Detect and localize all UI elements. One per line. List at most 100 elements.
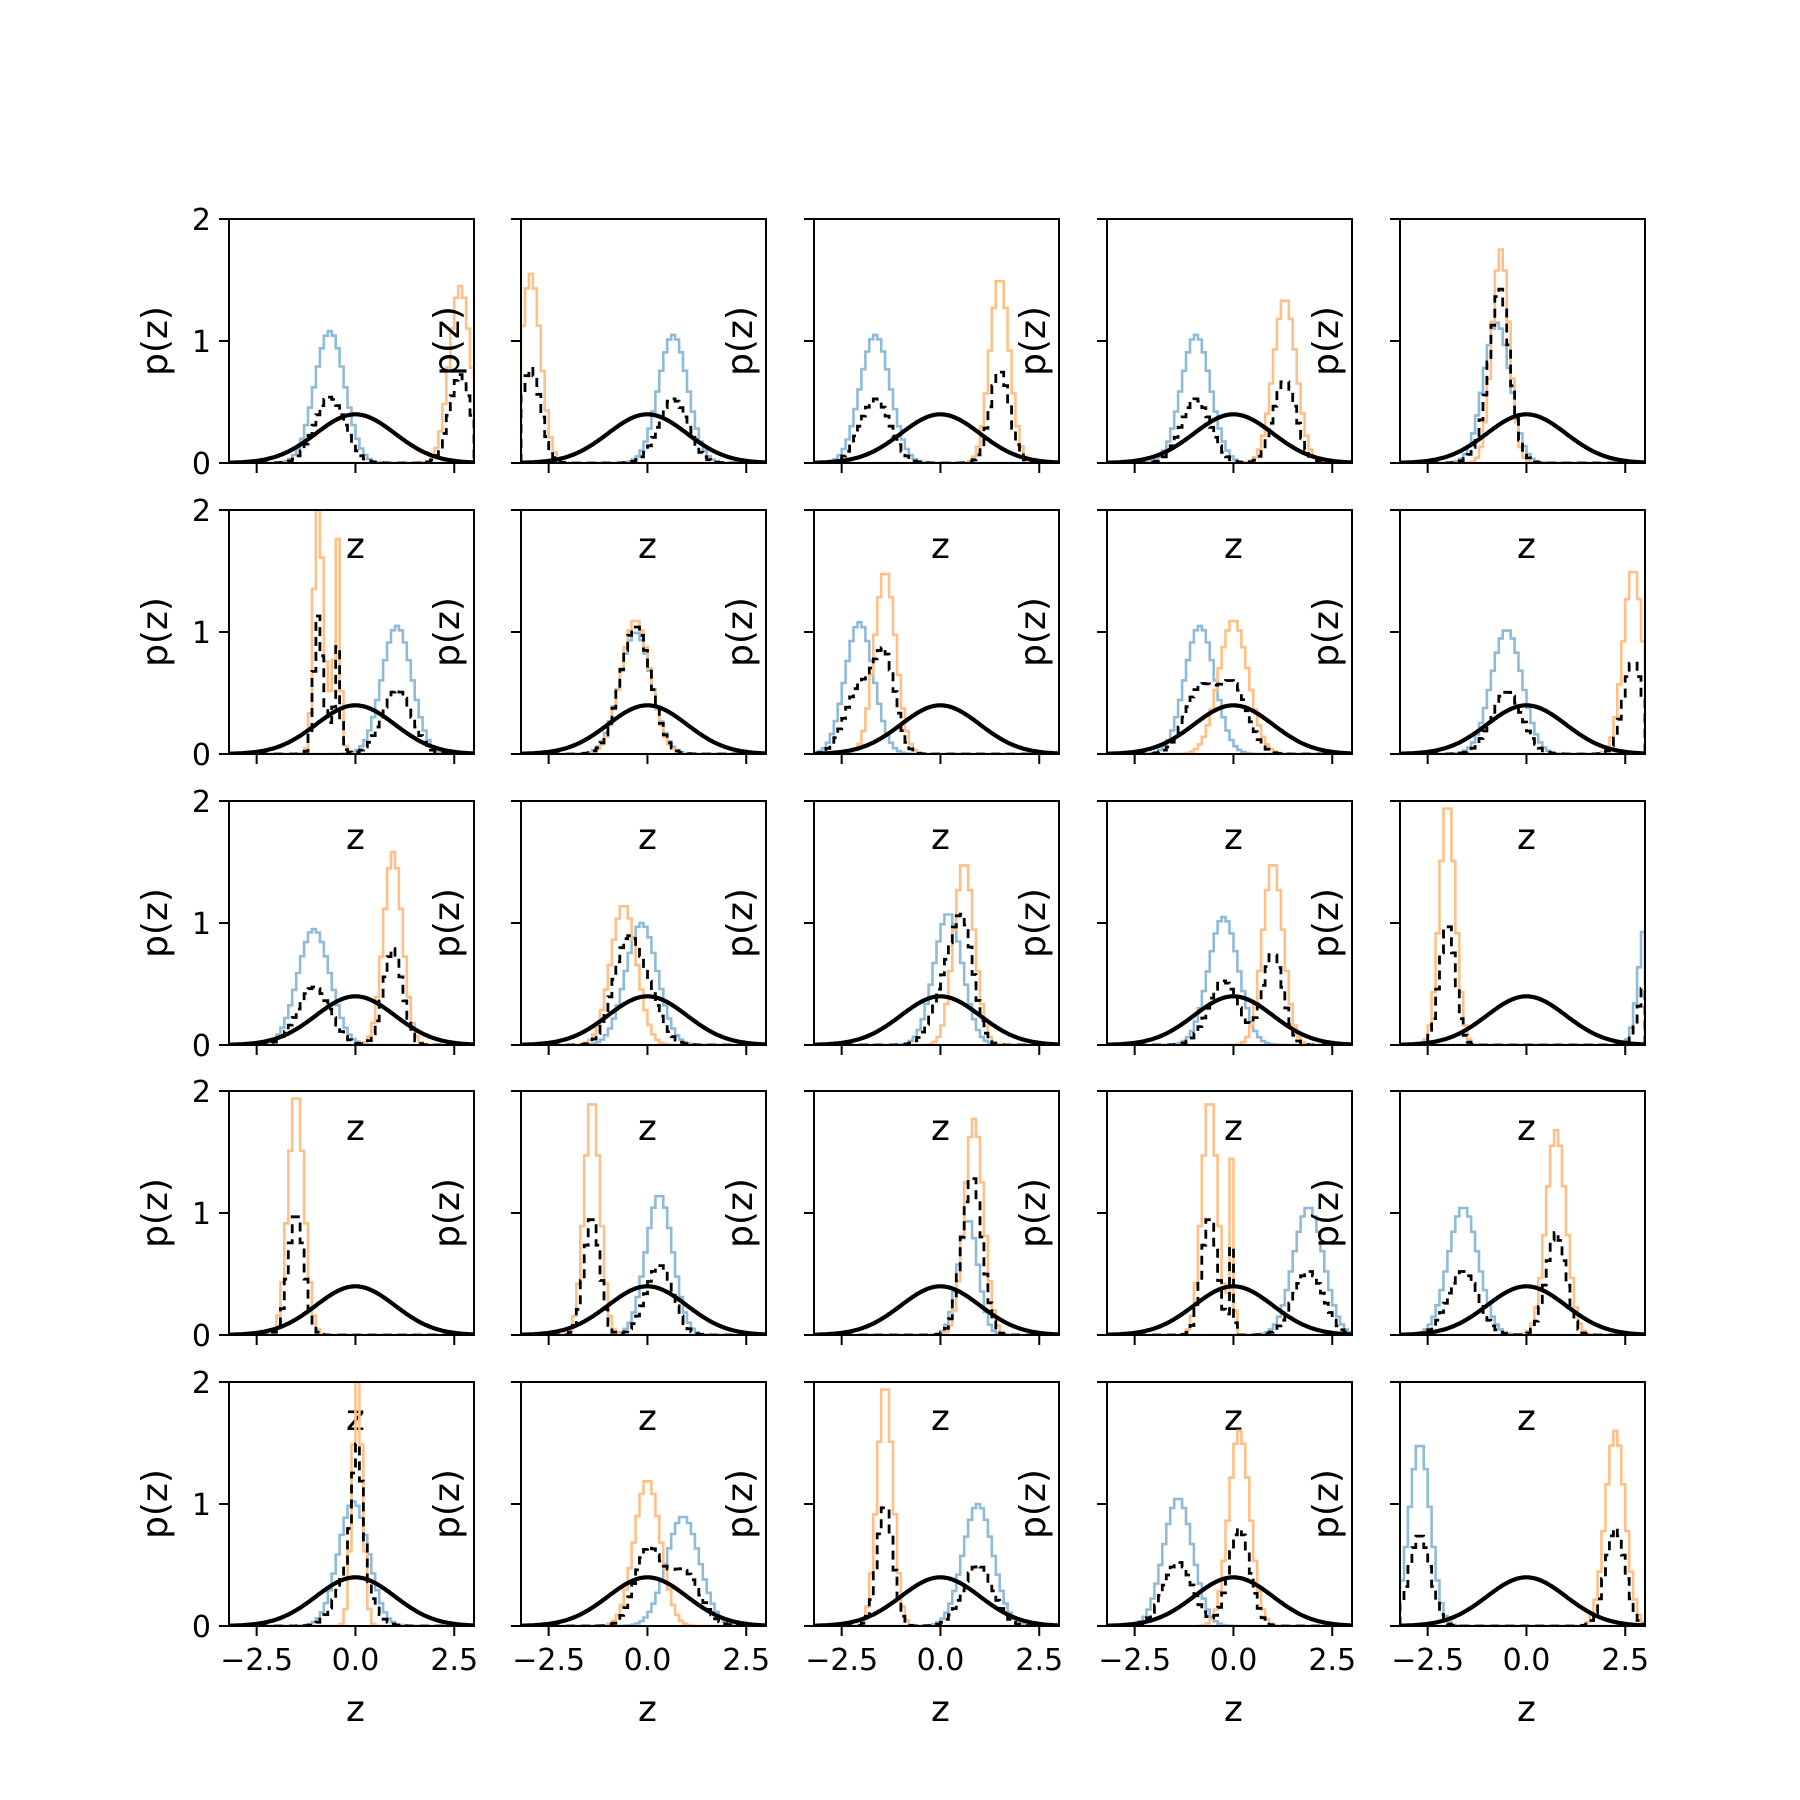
mixture-histogram-dashed (1400, 1231, 1645, 1335)
axes-frame (813, 509, 1060, 755)
x-axis-label: z (1517, 1108, 1536, 1149)
y-axis-label: p(z) (135, 306, 176, 376)
y-tick-label: 1 (192, 325, 211, 360)
y-axis-label: p(z) (427, 597, 468, 667)
y-tick-label: 2 (192, 1075, 211, 1110)
standard-normal-curve (229, 412, 474, 463)
plot-area (1107, 1429, 1352, 1626)
axes-frame (228, 509, 475, 755)
axes-frame (1106, 800, 1353, 1046)
orange-histogram (1107, 1103, 1352, 1335)
panel-4-2: z p(z) (427, 1090, 767, 1439)
orange-histogram (1400, 1429, 1645, 1626)
blue-histogram (1400, 1444, 1645, 1626)
panel-1-2: z p(z) (427, 218, 767, 567)
y-axis-label: p(z) (1013, 1178, 1054, 1248)
x-axis-label: z (931, 1398, 950, 1439)
blue-histogram (814, 333, 1059, 463)
orange-histogram (1400, 248, 1645, 463)
axes-frame (813, 1090, 1060, 1336)
x-tick-label: −2.5 (220, 1643, 293, 1678)
x-tick-label: 0.0 (332, 1643, 380, 1678)
plot-area (521, 1480, 766, 1626)
blue-histogram (814, 1502, 1059, 1626)
standard-normal-curve (1107, 994, 1352, 1045)
standard-normal-curve (229, 703, 474, 754)
mixture-histogram-dashed (814, 646, 1059, 754)
panel-5-5: −2.5 0.0 2.5 z p(z) (1306, 1381, 1649, 1730)
panel-4-3: z p(z) (720, 1090, 1060, 1439)
axes-frame (520, 509, 767, 755)
x-tick-label: −2.5 (805, 1643, 878, 1678)
y-tick-label: 2 (192, 1366, 211, 1401)
y-axis-label: p(z) (720, 1469, 761, 1539)
panel-2-3: z p(z) (720, 509, 1060, 858)
mixture-histogram-dashed (229, 1442, 474, 1626)
x-tick-label: −2.5 (512, 1643, 585, 1678)
y-axis-label: p(z) (135, 1469, 176, 1539)
blue-histogram (1107, 1497, 1352, 1626)
standard-normal-curve (1400, 994, 1645, 1045)
x-axis-label: z (931, 1108, 950, 1149)
standard-normal-curve (229, 994, 474, 1045)
standard-normal-curve (521, 703, 766, 754)
blue-histogram (1400, 1206, 1645, 1335)
orange-histogram (521, 1103, 766, 1335)
x-tick-label: 2.5 (722, 1643, 770, 1678)
x-axis-label: z (931, 1689, 950, 1730)
y-axis-label: p(z) (1306, 1469, 1347, 1539)
x-axis-label: z (1517, 1398, 1536, 1439)
standard-normal-curve (1107, 412, 1352, 463)
orange-histogram (1400, 807, 1645, 1045)
y-axis-label: p(z) (1013, 306, 1054, 376)
axes-frame (1106, 509, 1353, 755)
axes-frame (1399, 1381, 1646, 1627)
panel-5-3: −2.5 0.0 2.5 z p(z) (720, 1381, 1063, 1730)
axes-frame (1106, 1381, 1353, 1627)
y-axis-label: p(z) (135, 597, 176, 667)
y-axis-label: p(z) (720, 888, 761, 958)
orange-histogram (229, 510, 474, 754)
y-axis-label: p(z) (135, 888, 176, 958)
y-axis-label: p(z) (1306, 1178, 1347, 1248)
y-axis-label: p(z) (1013, 597, 1054, 667)
plot-area (1107, 299, 1352, 463)
standard-normal-curve (1400, 1575, 1645, 1626)
standard-normal-curve (814, 1284, 1059, 1335)
x-axis-label: z (1224, 526, 1243, 567)
y-axis-label: p(z) (1306, 306, 1347, 376)
x-tick-label: 0.0 (624, 1643, 672, 1678)
plot-area (1400, 1429, 1645, 1626)
axes-frame (1399, 1090, 1646, 1336)
standard-normal-curve (814, 1575, 1059, 1626)
panel-3-4: z p(z) (1013, 800, 1353, 1149)
panel-1-5: z p(z) (1306, 218, 1646, 567)
panel-3-2: z p(z) (427, 800, 767, 1149)
orange-histogram (1107, 1429, 1352, 1626)
axes-frame (228, 1381, 475, 1627)
y-tick-label: 2 (192, 203, 211, 238)
standard-normal-curve (1107, 1284, 1352, 1335)
y-tick-label: 0 (192, 738, 211, 773)
axes-frame (228, 800, 475, 1046)
axes-frame (520, 218, 767, 464)
x-tick-label: 2.5 (430, 1643, 478, 1678)
x-tick-label: 2.5 (1308, 1643, 1356, 1678)
orange-histogram (1400, 570, 1645, 754)
panels: 0 1 2 z p(z) z p(z) z p(z) z p(z) z p(z) 0 1 2 z p(z) z p(z… (135, 203, 1649, 1730)
panel-2-2: z p(z) (427, 509, 767, 858)
x-tick-label: 0.0 (1503, 1643, 1551, 1678)
x-axis-label: z (931, 817, 950, 858)
standard-normal-curve (1400, 703, 1645, 754)
standard-normal-curve (814, 412, 1059, 463)
x-axis-label: z (346, 817, 365, 858)
y-tick-label: 0 (192, 447, 211, 482)
y-axis-label: p(z) (427, 306, 468, 376)
x-tick-label: 2.5 (1015, 1643, 1063, 1678)
mixture-histogram-dashed (1107, 1527, 1352, 1626)
y-axis-label: p(z) (1306, 597, 1347, 667)
x-axis-label: z (1517, 1689, 1536, 1730)
blue-histogram (814, 620, 1059, 754)
x-axis-label: z (1224, 1108, 1243, 1149)
standard-normal-curve (1400, 1284, 1645, 1335)
